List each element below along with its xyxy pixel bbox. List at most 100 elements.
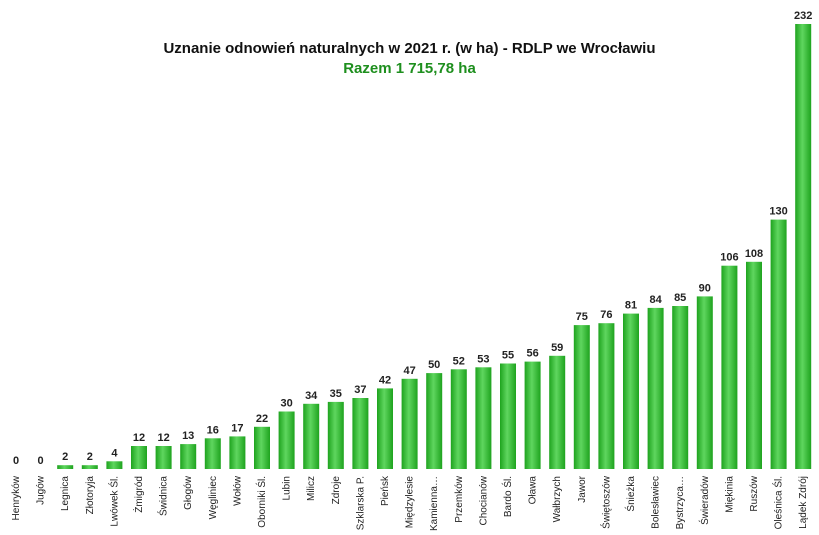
bars-group xyxy=(57,24,812,469)
bar-18 xyxy=(450,369,467,469)
bar-31 xyxy=(770,219,787,469)
category-label-17: Kamienna… xyxy=(429,476,440,531)
data-label-24: 76 xyxy=(600,309,612,321)
category-label-23: Jawor xyxy=(577,475,588,502)
bar-2 xyxy=(57,465,74,469)
category-label-0: Henryków xyxy=(11,475,22,520)
category-label-24: Świętoszów xyxy=(599,475,612,529)
bar-29 xyxy=(721,265,738,469)
data-label-30: 108 xyxy=(745,248,763,260)
data-label-19: 53 xyxy=(477,353,489,365)
bar-17 xyxy=(426,373,443,469)
bar-16 xyxy=(401,378,418,469)
data-label-11: 30 xyxy=(280,398,292,410)
category-label-21: Oława xyxy=(528,476,539,505)
category-label-28: Świeradów xyxy=(698,475,711,525)
data-label-21: 56 xyxy=(526,348,538,360)
data-label-26: 84 xyxy=(649,294,662,306)
bar-3 xyxy=(81,465,98,469)
bar-14 xyxy=(352,398,369,469)
category-label-2: Legnica xyxy=(60,476,71,511)
category-label-15: Pieńsk xyxy=(380,475,391,506)
category-label-7: Głogów xyxy=(183,475,194,510)
bar-19 xyxy=(475,367,492,469)
bar-30 xyxy=(746,261,762,469)
data-label-4: 4 xyxy=(111,447,118,459)
bar-20 xyxy=(500,363,516,469)
bar-6 xyxy=(155,446,172,469)
category-label-9: Wołów xyxy=(232,475,243,506)
category-label-30: Ruszów xyxy=(749,475,760,511)
data-label-17: 50 xyxy=(428,359,440,371)
data-label-7: 13 xyxy=(182,430,194,442)
category-label-4: Lwówek Śl. xyxy=(107,476,120,527)
data-label-1: 0 xyxy=(38,455,44,467)
category-label-27: Bystrzyca… xyxy=(675,476,686,529)
category-label-32: Lądek Zdrój xyxy=(798,476,809,529)
category-label-25: Śnieżka xyxy=(624,476,637,512)
bar-4 xyxy=(106,461,123,469)
data-label-18: 52 xyxy=(453,355,465,367)
category-label-11: Lubin xyxy=(282,476,293,500)
bar-13 xyxy=(327,401,344,469)
data-label-12: 34 xyxy=(305,390,318,402)
data-label-27: 85 xyxy=(674,292,686,304)
data-label-0: 0 xyxy=(13,455,19,467)
bar-22 xyxy=(549,355,566,469)
data-label-5: 12 xyxy=(133,432,145,444)
bar-26 xyxy=(647,307,664,469)
data-label-23: 75 xyxy=(576,311,588,323)
data-label-25: 81 xyxy=(625,300,637,312)
category-label-26: Bolesławiec xyxy=(651,476,662,529)
category-label-13: Zdroje xyxy=(331,476,342,505)
chart-title: Uznanie odnowień naturalnych w 2021 r. (… xyxy=(163,40,656,57)
category-labels-group: Henryków Jugów Legnica Złotoryja Lwówek Śl. Ż… xyxy=(11,475,809,531)
bar-11 xyxy=(278,411,295,469)
bar-21 xyxy=(524,361,541,469)
bar-15 xyxy=(377,388,393,469)
category-label-18: Przemków xyxy=(454,475,465,522)
data-label-15: 42 xyxy=(379,374,391,386)
category-label-6: Świdnica xyxy=(157,476,170,516)
data-label-16: 47 xyxy=(403,365,415,377)
data-label-13: 35 xyxy=(330,388,342,400)
data-label-28: 90 xyxy=(699,282,711,294)
category-label-29: Miękinia xyxy=(724,476,735,513)
category-label-12: Milicz xyxy=(306,476,317,501)
category-label-16: Międzylesie xyxy=(405,476,416,529)
bar-32 xyxy=(795,24,812,469)
bar-25 xyxy=(623,313,639,469)
bar-7 xyxy=(180,444,197,469)
data-label-14: 37 xyxy=(354,384,366,396)
bar-27 xyxy=(672,306,689,469)
data-label-32: 232 xyxy=(794,10,812,22)
category-label-5: Żmigród xyxy=(132,476,145,513)
category-label-22: Wałbrzych xyxy=(552,476,563,522)
category-label-19: Chocianów xyxy=(478,475,489,525)
category-label-20: Bardo Śl. xyxy=(501,476,514,517)
data-label-10: 22 xyxy=(256,413,268,425)
data-label-2: 2 xyxy=(62,451,68,463)
bar-28 xyxy=(696,296,713,469)
bar-8 xyxy=(204,438,221,469)
bar-24 xyxy=(598,323,615,469)
category-label-1: Jugów xyxy=(36,475,47,505)
category-label-10: Oborniki Śl. xyxy=(255,476,268,528)
chart-subtitle: Razem 1 715,78 ha xyxy=(343,60,476,77)
data-label-9: 17 xyxy=(231,422,243,434)
category-label-14: Szklarska P. xyxy=(355,476,366,530)
data-label-31: 130 xyxy=(769,206,787,218)
data-label-6: 12 xyxy=(157,432,169,444)
data-label-3: 2 xyxy=(87,451,93,463)
bar-5 xyxy=(131,446,147,469)
bar-10 xyxy=(254,426,270,469)
bar-9 xyxy=(229,436,246,469)
data-label-22: 59 xyxy=(551,342,563,354)
bar-12 xyxy=(303,403,320,469)
category-label-8: Węgliniec xyxy=(208,476,219,519)
data-label-8: 16 xyxy=(207,424,219,436)
data-label-20: 55 xyxy=(502,350,514,362)
category-label-3: Złotoryja xyxy=(85,476,96,515)
